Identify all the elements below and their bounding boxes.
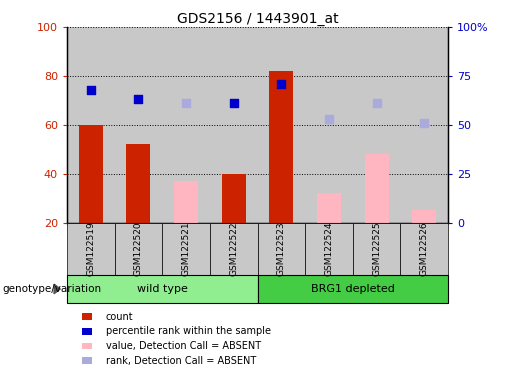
Text: genotype/variation: genotype/variation	[3, 284, 101, 294]
Text: GSM122522: GSM122522	[229, 222, 238, 276]
Bar	[174, 181, 198, 223]
Text: wild type: wild type	[137, 284, 187, 294]
Point	[325, 116, 333, 122]
Text: rank, Detection Call = ABSENT: rank, Detection Call = ABSENT	[106, 356, 256, 366]
Point	[420, 120, 428, 126]
Bar	[269, 71, 293, 223]
Point	[134, 96, 143, 103]
Bar	[114, 27, 162, 223]
Bar	[258, 27, 305, 223]
Bar	[317, 194, 341, 223]
Text: GSM122519: GSM122519	[87, 221, 95, 276]
Bar	[67, 27, 115, 223]
Bar	[79, 125, 102, 223]
Point	[372, 100, 381, 106]
Bar	[162, 27, 210, 223]
Text: GDS2156 / 1443901_at: GDS2156 / 1443901_at	[177, 12, 338, 25]
Text: BRG1 depleted: BRG1 depleted	[311, 284, 394, 294]
Text: GSM122520: GSM122520	[134, 221, 143, 276]
Text: GSM122524: GSM122524	[324, 222, 333, 276]
Point	[87, 86, 95, 93]
Bar	[413, 210, 436, 223]
Bar	[210, 27, 258, 223]
Text: GSM122526: GSM122526	[420, 221, 428, 276]
Bar	[353, 27, 401, 223]
Text: GSM122525: GSM122525	[372, 221, 381, 276]
Point	[230, 100, 238, 106]
Text: value, Detection Call = ABSENT: value, Detection Call = ABSENT	[106, 341, 261, 351]
Text: GSM122521: GSM122521	[182, 221, 191, 276]
Point	[182, 100, 190, 106]
Bar	[365, 154, 388, 223]
Bar	[127, 144, 150, 223]
Bar	[305, 27, 353, 223]
Text: percentile rank within the sample: percentile rank within the sample	[106, 326, 270, 336]
Text: GSM122523: GSM122523	[277, 221, 286, 276]
Point	[277, 81, 285, 87]
Bar	[401, 27, 448, 223]
Text: count: count	[106, 312, 133, 322]
Bar	[222, 174, 246, 223]
